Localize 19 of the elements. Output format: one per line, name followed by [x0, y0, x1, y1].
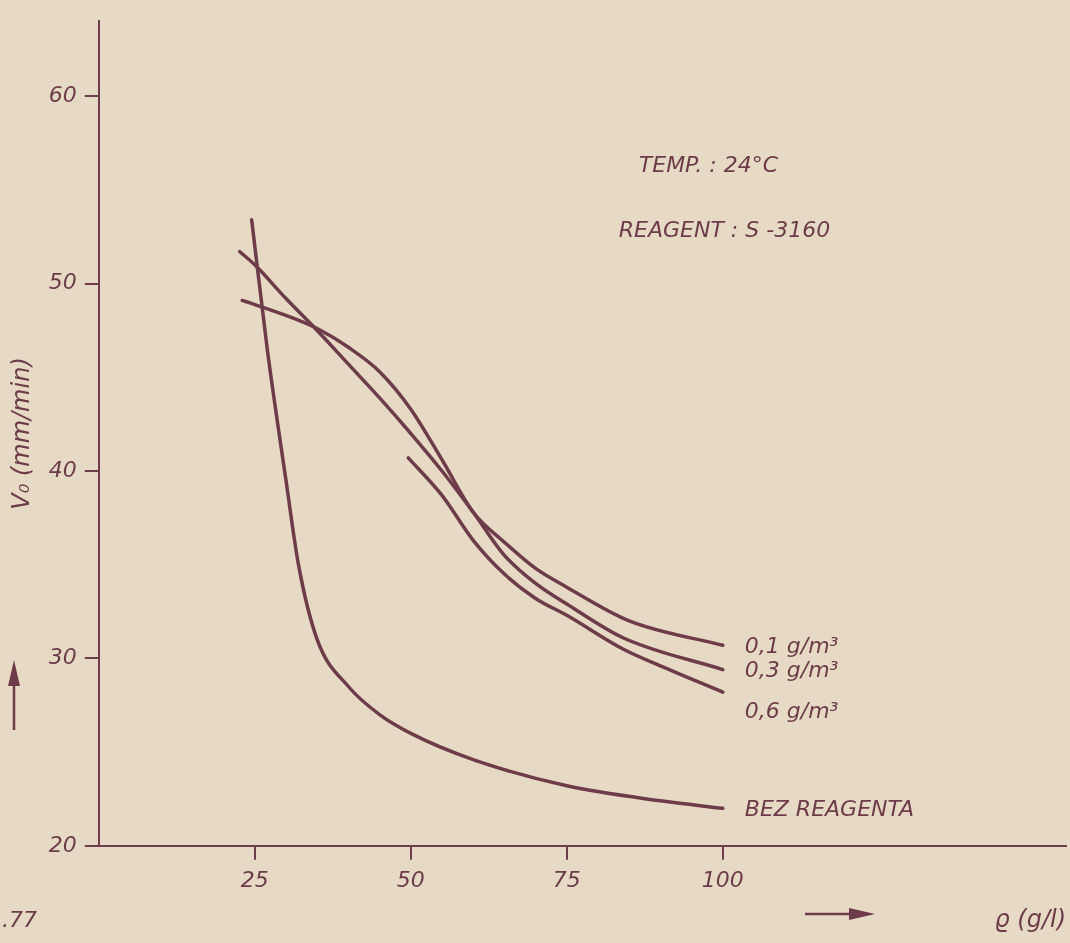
y-tick-label: 40 — [48, 456, 77, 482]
x-tick-label: 25 — [240, 866, 269, 892]
x-axis-title: ϱ (g/l) — [994, 904, 1066, 933]
text: .77 — [2, 906, 37, 932]
x-tick-label: 75 — [552, 866, 581, 892]
series-label: BEZ REAGENTA — [744, 796, 914, 822]
y-tick-label: 20 — [48, 831, 77, 857]
y-axis-title: V₀ (mm/min) — [6, 357, 35, 510]
y-tick-label: 50 — [48, 269, 77, 295]
y-tick-label: 30 — [48, 644, 77, 670]
series-label: 0,1 g/m³ — [744, 632, 839, 658]
series-label: 0,3 g/m³ — [744, 657, 839, 683]
series-label: 0,6 g/m³ — [744, 697, 839, 723]
annotation: REAGENT : S -3160 — [618, 216, 831, 242]
line-series — [406, 456, 725, 694]
y-tick-label: 60 — [48, 81, 77, 107]
x-tick-label: 100 — [701, 866, 744, 892]
x-tick-label: 50 — [396, 866, 425, 892]
annotation: TEMP. : 24°C — [638, 151, 779, 177]
